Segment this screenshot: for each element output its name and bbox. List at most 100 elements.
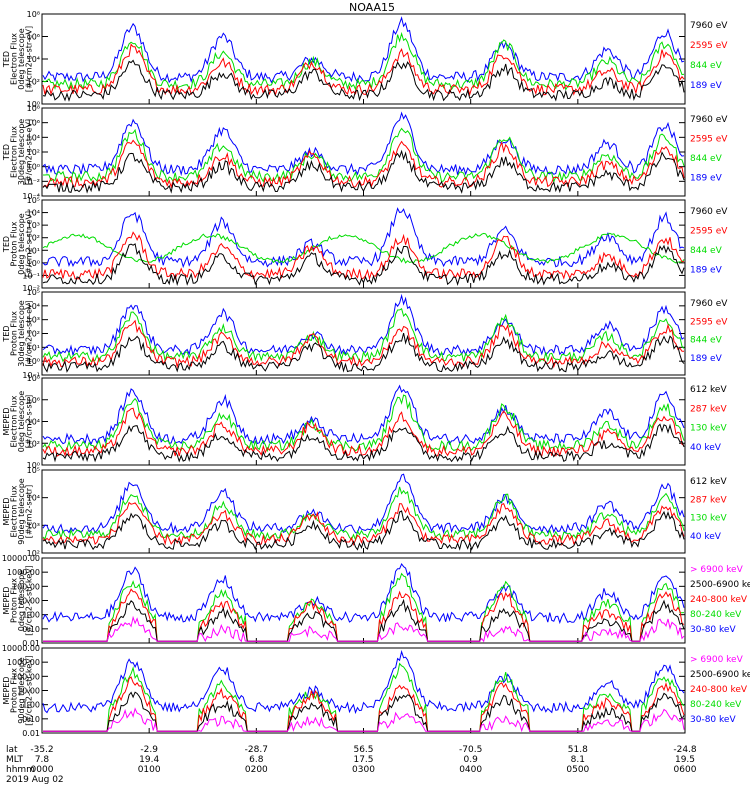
legend-entry: 30-80 keV xyxy=(690,715,736,725)
series-line xyxy=(42,232,685,264)
y-axis-label: [#/cm2-s-str-keV] xyxy=(25,565,34,636)
legend-entry: 7960 eV xyxy=(690,207,728,217)
y-tick-label: 10⁸ xyxy=(27,374,40,383)
legend-entry: 80-240 keV xyxy=(690,700,742,710)
y-axis-label: 0deg telescope xyxy=(17,570,26,631)
series-line xyxy=(42,423,685,463)
x-tick-label: 19.4 xyxy=(139,755,159,765)
legend-entry: 844 eV xyxy=(690,154,723,164)
series-line xyxy=(42,332,685,373)
series-line xyxy=(42,501,685,546)
y-tick-label: 10⁵ xyxy=(27,196,40,205)
y-axis-label: 90deg telescope xyxy=(17,657,26,724)
x-tick-label: 0300 xyxy=(352,765,375,775)
x-tick-label: -24.8 xyxy=(673,745,697,755)
y-axis-label: TED xyxy=(2,325,11,342)
chart-title: NOAA15 xyxy=(349,1,395,14)
y-tick-label: 10000.00 xyxy=(2,554,40,563)
legend-entry: 189 eV xyxy=(690,266,723,276)
y-tick-label: 10⁵ xyxy=(27,288,40,297)
panel-frame xyxy=(41,557,686,644)
legend-entry: 40 keV xyxy=(690,443,722,453)
series-line xyxy=(42,59,685,102)
series-line xyxy=(43,615,685,643)
legend-entry: 240-800 keV xyxy=(690,595,748,605)
legend-entry: 287 keV xyxy=(690,404,727,414)
y-axis-label: [#/cm2-s-str-eV] xyxy=(25,26,34,92)
panel-frame xyxy=(41,291,686,376)
y-tick-label: 1000.00 xyxy=(7,658,40,667)
y-tick-label: 10¹ xyxy=(27,343,40,352)
y-tick-label: 10.00 xyxy=(17,597,40,606)
legend-entry: 30-80 keV xyxy=(690,625,736,635)
y-axis-label: [#/cm2-s-str] xyxy=(25,485,34,538)
series-line xyxy=(42,207,685,269)
series-line xyxy=(42,394,685,453)
series-line xyxy=(42,510,685,551)
y-axis-label: TED xyxy=(2,51,11,68)
x-tick-label: 0.9 xyxy=(464,755,479,765)
legend-entry: 7960 eV xyxy=(690,299,728,309)
y-tick-label: 0.10 xyxy=(22,625,40,634)
x-tick-label: 56.5 xyxy=(353,745,373,755)
y-tick-label: 1.00 xyxy=(22,701,40,710)
y-tick-label: 10⁶ xyxy=(27,33,40,42)
y-axis-label: Electron Flux xyxy=(10,126,19,178)
legend-entry: 612 keV xyxy=(690,385,727,395)
y-axis-label: Electron Flux xyxy=(10,33,19,85)
y-tick-label: 0.10 xyxy=(22,715,40,724)
y-tick-label: 0.01 xyxy=(22,729,40,738)
x-tick-label: 51.8 xyxy=(568,745,588,755)
y-axis-label: 30deg telescope xyxy=(17,300,26,367)
legend-entry: 189 eV xyxy=(690,354,723,364)
y-axis-label: [#/cm2-s-str-keV] xyxy=(25,655,34,726)
y-tick-label: 100.00 xyxy=(12,582,40,591)
legend-entry: 40 keV xyxy=(690,532,722,542)
series-line xyxy=(42,384,685,446)
y-axis-label: MEPED xyxy=(2,498,11,526)
y-tick-label: 10³ xyxy=(27,221,40,230)
y-tick-label: 10⁸ xyxy=(27,10,40,19)
series-line xyxy=(42,43,685,97)
y-tick-label: 10² xyxy=(27,330,40,339)
y-tick-label: 10⁻² xyxy=(22,284,40,293)
x-tick-label: 6.8 xyxy=(249,755,264,765)
panel-frame xyxy=(41,377,686,466)
y-tick-label: 10.00 xyxy=(17,687,40,696)
y-tick-label: 10³ xyxy=(27,521,40,530)
x-tick-label: 0200 xyxy=(245,765,268,775)
y-axis-label: 0deg telescope xyxy=(17,213,26,274)
y-tick-label: 1.00 xyxy=(22,611,40,620)
y-tick-label: 10² xyxy=(27,148,40,157)
panel-8: 0.01 0.10 1.00 10.00 100.00 1000.00 10000.00 ME… xyxy=(2,644,750,738)
x-tick-label: -28.7 xyxy=(245,745,268,755)
y-tick-label: 10000.00 xyxy=(2,644,40,653)
y-tick-label: 10⁰ xyxy=(27,100,40,109)
legend-entry: 2595 eV xyxy=(690,135,728,145)
x-tick-label: -2.9 xyxy=(140,745,158,755)
series-line xyxy=(42,563,685,625)
y-axis-label: MEPED xyxy=(2,408,11,436)
y-tick-label: 10² xyxy=(27,549,40,558)
y-axis-label: Proton Flux xyxy=(10,221,19,266)
y-tick-label: 10⁰ xyxy=(27,461,40,470)
x-tick-label: 17.5 xyxy=(353,755,373,765)
y-axis-label: Electron Flux xyxy=(10,395,19,447)
y-tick-label: 10⁶ xyxy=(27,396,40,405)
y-tick-label: 10⁰ xyxy=(27,163,40,172)
series-line xyxy=(43,707,685,733)
y-tick-label: 10⁵ xyxy=(27,466,40,475)
legend-entry: 2595 eV xyxy=(690,41,728,51)
y-tick-label: 10⁴ xyxy=(27,418,40,427)
legend-entry: 2500-6900 keV xyxy=(690,670,750,680)
y-axis-label: 30deg telescope xyxy=(17,119,26,186)
y-tick-label: 10² xyxy=(27,439,40,448)
y-axis-label: 90deg telescope xyxy=(17,478,26,545)
series-line xyxy=(42,243,685,287)
